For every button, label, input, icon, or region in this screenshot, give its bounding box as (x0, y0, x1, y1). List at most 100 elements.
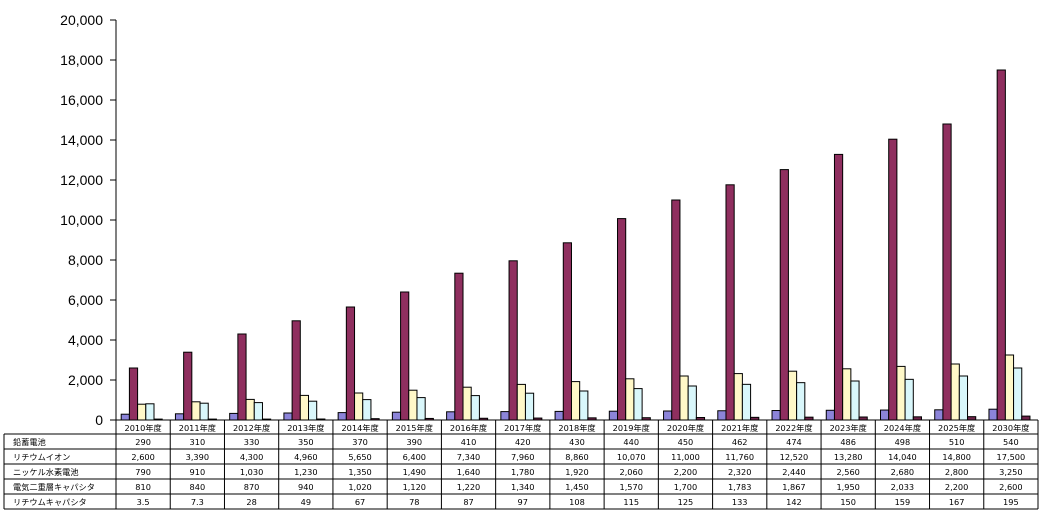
table-value: 910 (190, 467, 206, 477)
bar (253, 402, 263, 421)
table-value: 87 (463, 497, 473, 507)
bar (508, 260, 518, 421)
bar-group (771, 169, 814, 421)
table-value: 450 (678, 437, 694, 447)
y-tick-label: 18,000 (60, 52, 103, 68)
bar (362, 399, 372, 421)
y-tick-label: 8,000 (68, 252, 103, 268)
bar (733, 373, 743, 421)
bar (408, 389, 418, 421)
table-value: 4,300 (240, 452, 263, 462)
table-value: 420 (515, 437, 531, 447)
y-tick-label: 16,000 (60, 92, 103, 108)
table-value: 330 (244, 437, 260, 447)
y-tick-label: 2,000 (68, 372, 103, 388)
table-value: 1,230 (294, 467, 317, 477)
table-value: 115 (623, 497, 639, 507)
x-category-label: 2010年度 (125, 423, 162, 433)
bar (400, 291, 410, 421)
table-value: 2,320 (728, 467, 751, 477)
bar (137, 403, 147, 421)
bar-group (988, 69, 1031, 421)
bar (796, 382, 806, 421)
table-value: 540 (1003, 437, 1019, 447)
table-value: 67 (355, 497, 365, 507)
table-value: 3,250 (999, 467, 1022, 477)
table-value: 430 (569, 437, 585, 447)
bar (912, 416, 922, 421)
bar (199, 402, 209, 421)
bar (337, 412, 347, 421)
series-table-label: リチウムキャパシタ (13, 497, 87, 507)
table-value: 2,200 (945, 482, 968, 492)
bar (470, 395, 480, 421)
category-labels: 2010年度 2011年度 2012年度 2013年度 2014年度 2015年度 2016… (125, 423, 1030, 433)
bar (617, 218, 627, 421)
bar (524, 392, 535, 421)
bar (741, 383, 752, 421)
bar-group (663, 199, 706, 421)
table-value: 1,340 (511, 482, 534, 492)
x-category-label: 2017年度 (504, 423, 541, 433)
bar (261, 418, 272, 421)
bar (958, 375, 969, 421)
table-value: 195 (1003, 497, 1019, 507)
bar (633, 388, 643, 421)
bar (725, 184, 735, 421)
bar (750, 416, 760, 421)
bar (663, 410, 673, 421)
table-value: 28 (246, 497, 256, 507)
bar (942, 123, 952, 421)
bar (842, 368, 852, 421)
x-category-label: 2021年度 (721, 423, 758, 433)
table-value: 11,000 (671, 452, 700, 462)
table-value: 1,570 (620, 482, 643, 492)
bar (191, 401, 201, 421)
bar (679, 375, 689, 421)
table-value: 474 (786, 437, 802, 447)
table-value: 14,800 (942, 452, 971, 462)
series-table-label: 電気二重層キャパシタ (13, 482, 95, 492)
table-value: 810 (135, 482, 151, 492)
y-tick-label: 12,000 (60, 172, 103, 188)
bar (587, 417, 597, 421)
bar (1004, 354, 1015, 421)
table-value: 2,060 (620, 467, 643, 477)
x-category-label: 2030年度 (992, 423, 1029, 433)
bar-group (500, 260, 543, 421)
bar-group (608, 218, 651, 421)
bar-group (825, 153, 868, 421)
table-value: 5,650 (348, 452, 371, 462)
table-value: 940 (298, 482, 314, 492)
table-value: 1,640 (457, 467, 480, 477)
table-value: 1,867 (782, 482, 805, 492)
bar (904, 378, 914, 421)
table-value: 10,070 (617, 452, 646, 462)
bar (804, 416, 814, 421)
table-value: 1,120 (403, 482, 426, 492)
bar-group (554, 242, 597, 421)
bar (950, 363, 960, 421)
bar (579, 390, 589, 421)
table-value: 2,800 (945, 467, 968, 477)
table-value: 2,600 (131, 452, 154, 462)
bar (562, 242, 572, 421)
x-category-label: 2014年度 (341, 423, 378, 433)
bar (291, 320, 301, 421)
bar (850, 380, 860, 421)
bar (229, 412, 239, 421)
bar (879, 409, 890, 421)
bar (608, 410, 619, 421)
x-category-label: 2024年度 (884, 423, 921, 433)
bar (153, 418, 163, 421)
table-value: 440 (623, 437, 639, 447)
table-value: 4,960 (294, 452, 317, 462)
x-category-label: 2022年度 (775, 423, 812, 433)
table-value: 133 (732, 497, 748, 507)
bar (207, 418, 217, 421)
table-value: 1,220 (457, 482, 480, 492)
y-tick-label: 14,000 (60, 132, 103, 148)
bar (1021, 415, 1031, 421)
